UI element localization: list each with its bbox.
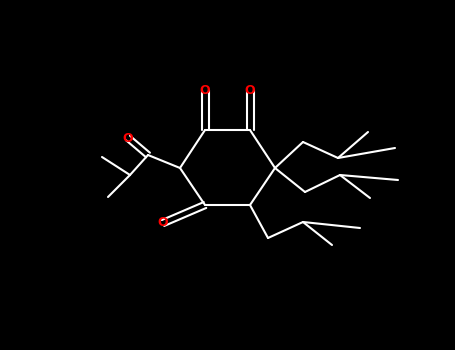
Text: O: O — [158, 217, 168, 230]
Text: O: O — [123, 132, 133, 145]
Text: O: O — [200, 84, 210, 97]
Text: O: O — [245, 84, 255, 97]
